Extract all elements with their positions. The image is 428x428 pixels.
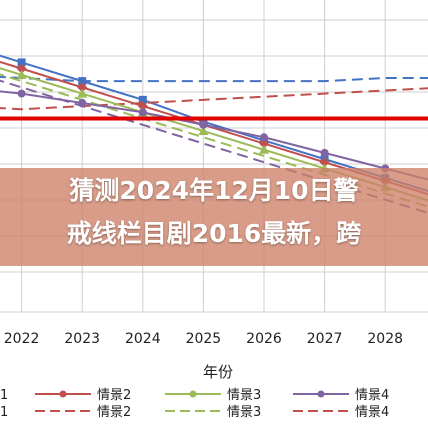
- legend-marker: [317, 390, 325, 398]
- data-point: [16, 63, 27, 74]
- legend-label: 情景4: [355, 405, 389, 420]
- legend-label: 情景2: [97, 388, 131, 403]
- x-axis-title: 年份: [203, 363, 233, 381]
- legend-label: 情景2: [97, 405, 131, 420]
- x-tick-label: 2024: [125, 331, 161, 347]
- legend-label: 情景3: [227, 388, 261, 403]
- data-point: [17, 89, 26, 98]
- x-tick-label: 2022: [4, 331, 40, 347]
- data-point: [77, 82, 88, 93]
- data-point: [259, 138, 269, 149]
- legend-marker: [189, 390, 197, 398]
- legend-label: 1: [0, 388, 8, 403]
- data-point: [138, 108, 147, 117]
- overlay-headline-line-2: 戒线栏目剧2016最新，跨: [66, 219, 362, 248]
- legend-label: 情景3: [227, 405, 261, 420]
- data-point: [17, 58, 26, 67]
- legend: 1 情景2 情景3 情景4 1 情景2 情景3 情景4: [0, 388, 389, 420]
- x-axis-ticks: 2022 2023 2024 2025 2026 2027 2028: [4, 331, 403, 347]
- overlay-banner: [0, 168, 428, 266]
- x-tick-label: 2028: [367, 331, 403, 347]
- x-tick-label: 2026: [246, 331, 282, 347]
- legend-label: 情景4: [355, 388, 389, 403]
- x-tick-label: 2027: [307, 331, 343, 347]
- data-point: [198, 126, 209, 136]
- data-point: [260, 133, 268, 142]
- series-line: [0, 75, 428, 83]
- data-point: [199, 120, 208, 129]
- data-point: [320, 148, 329, 157]
- overlay-headline-line-1: 猜测2024年12月10日警: [69, 176, 359, 205]
- legend-marker: [59, 390, 67, 398]
- series-line: [0, 87, 428, 111]
- x-tick-label: 2025: [186, 331, 222, 347]
- data-point: [138, 95, 147, 104]
- data-point: [77, 88, 88, 98]
- x-tick-label: 2023: [64, 331, 100, 347]
- data-point: [319, 157, 330, 168]
- legend-label: 1: [0, 405, 8, 420]
- data-point: [16, 69, 27, 79]
- data-point: [259, 144, 269, 154]
